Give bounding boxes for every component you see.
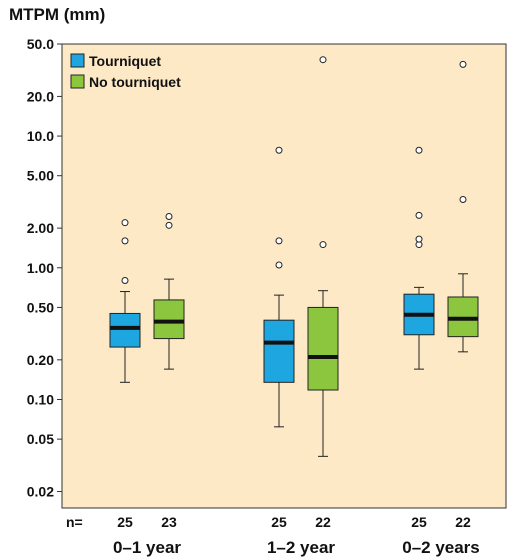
outlier-point [165, 221, 173, 229]
y-tick-label: 10.0 [27, 128, 54, 144]
outlier-point [459, 195, 467, 203]
n-count-label: 25 [117, 514, 133, 530]
outlier-point [415, 235, 423, 243]
legend-swatch [70, 74, 85, 89]
outlier-point [459, 60, 467, 68]
y-tick-label: 0.02 [27, 484, 54, 500]
outlier-point [275, 146, 283, 154]
outlier-point [121, 237, 129, 245]
y-tick-label: 0.10 [27, 391, 54, 407]
n-label: n= [66, 514, 83, 530]
outlier-point [275, 237, 283, 245]
chart-title: MTPM (mm) [9, 5, 106, 24]
group-label: 0–1 year [113, 538, 181, 557]
group-label: 0–2 years [402, 538, 480, 557]
box [307, 306, 339, 391]
y-tick-label: 0.50 [27, 299, 54, 315]
legend-label: No tourniquet [89, 74, 181, 90]
y-tick-label: 0.05 [27, 431, 54, 447]
outlier-point [319, 241, 327, 249]
outlier-point [165, 213, 173, 221]
n-count-label: 25 [271, 514, 287, 530]
legend-swatch [70, 53, 85, 68]
n-count-label: 23 [161, 514, 177, 530]
outlier-point [415, 146, 423, 154]
y-tick-label: 2.00 [27, 220, 54, 236]
plot-area [61, 43, 507, 509]
n-count-label: 22 [455, 514, 471, 530]
box [263, 319, 295, 383]
outlier-point [275, 261, 283, 269]
y-tick-label: 20.0 [27, 88, 54, 104]
n-count-label: 22 [315, 514, 331, 530]
outlier-point [415, 211, 423, 219]
y-tick-label: 0.20 [27, 352, 54, 368]
legend-label: Tourniquet [89, 53, 161, 69]
y-tick-label: 5.00 [27, 168, 54, 184]
y-tick-label: 50.0 [27, 36, 54, 52]
outlier-point [121, 277, 129, 285]
outlier-point [319, 56, 327, 64]
y-tick-label: 1.00 [27, 260, 54, 276]
box [109, 312, 141, 348]
box [153, 299, 185, 340]
outlier-point [121, 219, 129, 227]
group-label: 1–2 year [267, 538, 335, 557]
n-count-label: 25 [411, 514, 427, 530]
